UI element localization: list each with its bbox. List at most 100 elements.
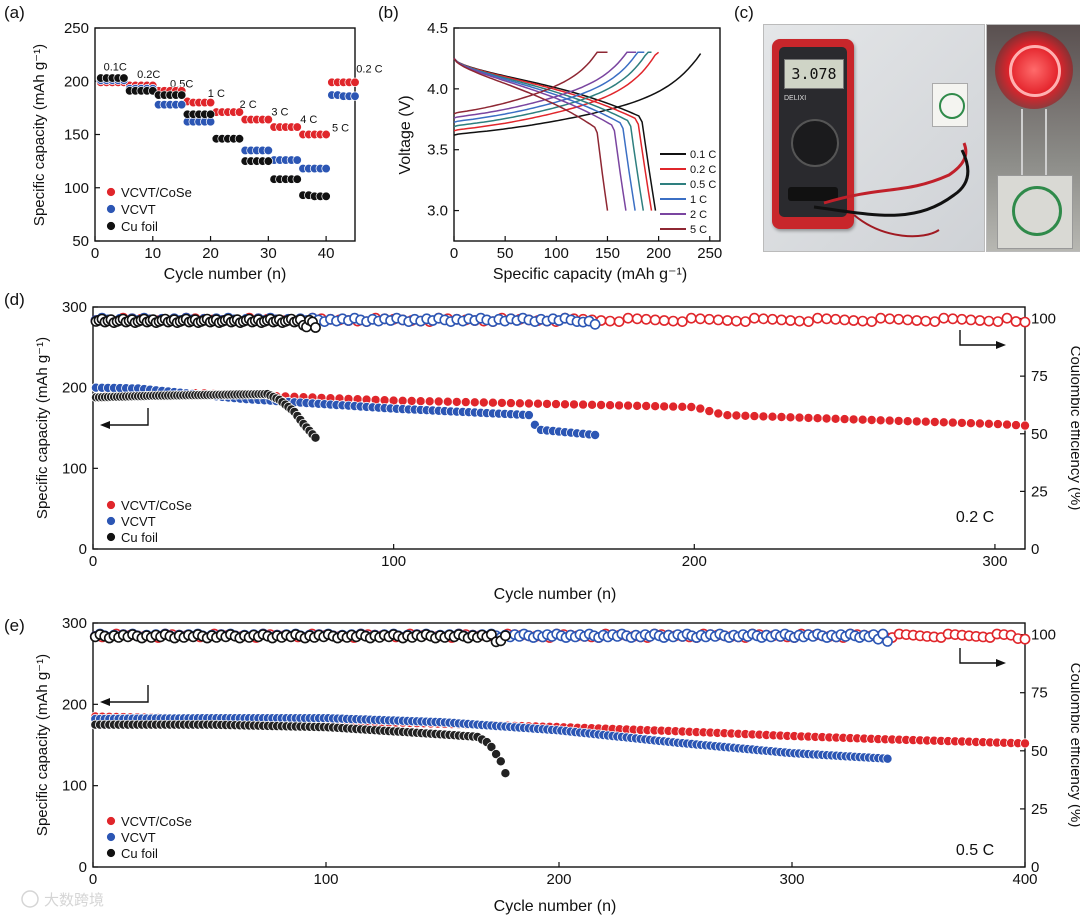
ce-point-vcvt-cose bbox=[749, 312, 760, 324]
x-tick-label: 200 bbox=[546, 871, 571, 888]
ce-point-cu-foil bbox=[310, 322, 321, 333]
panel-d-x-ticks: 0 100 200 300 bbox=[89, 544, 1007, 570]
x-tick-label: 30 bbox=[260, 245, 277, 262]
y-tick-label: 300 bbox=[62, 615, 87, 632]
legend-marker-cu-foil bbox=[106, 848, 116, 858]
right-tick-label: 100 bbox=[1031, 627, 1056, 644]
point-vcvt bbox=[350, 91, 360, 101]
probe-wire-red bbox=[823, 142, 968, 205]
ce-point-vcvt-cose bbox=[857, 315, 869, 327]
capacity-point-vcvt-cose bbox=[974, 418, 985, 429]
capacity-point-vcvt-cose bbox=[920, 416, 931, 427]
panel-e-legend: VCVT/CoSe VCVT Cu foil bbox=[106, 814, 192, 861]
capacity-point-vcvt-cose bbox=[623, 400, 634, 411]
multimeter-brand: DELIXI bbox=[784, 95, 807, 102]
rate-label: 5 C bbox=[332, 122, 349, 134]
y-tick-label: 100 bbox=[62, 460, 87, 477]
y-tick-label: 4.5 bbox=[427, 20, 448, 37]
point-vcvt-cose bbox=[205, 97, 216, 108]
right-tick-label: 50 bbox=[1031, 743, 1048, 760]
capacity-point-vcvt-cose bbox=[983, 418, 994, 429]
capacity-point-vcvt-cose bbox=[893, 415, 904, 426]
multimeter-dial bbox=[791, 119, 839, 167]
capacity-point-vcvt-cose bbox=[1002, 419, 1013, 430]
ce-point-cu-foil bbox=[499, 630, 511, 642]
capacity-point-vcvt-cose bbox=[803, 412, 814, 423]
ce-point-vcvt-cose bbox=[767, 313, 778, 325]
probe-wire-loop bbox=[853, 214, 940, 238]
legend-label-cu-foil: Cu foil bbox=[121, 846, 158, 861]
point-vcvt-cose bbox=[321, 129, 331, 140]
ce-point-vcvt-cose bbox=[974, 315, 986, 326]
capacity-point-vcvt-cose bbox=[596, 399, 607, 410]
y-tick-label: 4.0 bbox=[427, 81, 448, 98]
ce-point-vcvt-cose bbox=[902, 314, 914, 326]
x-tick-label: 0 bbox=[89, 871, 97, 888]
capacity-point-vcvt-cose bbox=[614, 400, 625, 411]
capacity-point-vcvt-cose bbox=[695, 403, 706, 414]
x-tick-label: 10 bbox=[144, 245, 161, 262]
ce-point-vcvt-cose bbox=[848, 315, 859, 326]
capacity-point-vcvt-cose bbox=[785, 412, 796, 423]
point-vcvt bbox=[263, 145, 273, 156]
y-tick-label: 0 bbox=[79, 859, 87, 876]
capacity-point-vcvt-cose bbox=[605, 400, 616, 411]
ce-point-vcvt-cose bbox=[929, 316, 941, 327]
y-tick-label: 150 bbox=[64, 127, 89, 144]
capacity-point-vcvt-cose bbox=[848, 414, 859, 425]
panel-e-left-arrowhead bbox=[100, 698, 110, 706]
ce-point-vcvt-cose bbox=[803, 316, 814, 327]
rate-label: 0.2 C bbox=[356, 64, 382, 76]
ce-point-vcvt-cose bbox=[1019, 633, 1031, 645]
ce-point-vcvt-cose bbox=[812, 312, 823, 324]
capacity-point-vcvt bbox=[882, 753, 893, 764]
capacity-point-vcvt-cose bbox=[1011, 420, 1022, 431]
legend-label-vcvt-cose: VCVT/CoSe bbox=[121, 814, 192, 829]
legend-marker-cu-foil bbox=[106, 221, 116, 231]
right-tick-label: 25 bbox=[1031, 483, 1048, 500]
capacity-point-vcvt-cose bbox=[650, 401, 661, 412]
pouch-cell-large bbox=[997, 175, 1073, 249]
point-vcvt bbox=[292, 155, 302, 165]
capacity-point-vcvt-cose bbox=[514, 398, 525, 409]
ce-point-vcvt-cose bbox=[893, 313, 905, 325]
capacity-point-cu-foil bbox=[310, 432, 321, 443]
ce-point-vcvt-cose bbox=[631, 313, 643, 325]
panel-e-y-axis-label: Specific capacity (mAh g⁻¹) bbox=[34, 654, 51, 836]
ce-point-vcvt-cose bbox=[866, 316, 878, 327]
university-logo-icon bbox=[1012, 186, 1062, 236]
panel-d-legend: VCVT/CoSe VCVT Cu foil bbox=[106, 498, 192, 545]
panel-d-right-ticks: 0 25 50 75 100 bbox=[1020, 311, 1056, 558]
x-tick-label: 100 bbox=[313, 871, 338, 888]
ce-point-vcvt-cose bbox=[911, 315, 923, 326]
probe-wires bbox=[813, 142, 970, 238]
capacity-point-vcvt-cose bbox=[397, 395, 408, 406]
legend-label-2-c: 2 C bbox=[690, 209, 707, 221]
panel-b-legend: 0.1 C 0.2 C 0.5 C 1 C 2 C 5 C bbox=[660, 149, 716, 236]
ce-point-vcvt-cose bbox=[785, 315, 796, 326]
capacity-point-vcvt-cose bbox=[947, 417, 958, 428]
capacity-point-vcvt-cose bbox=[460, 397, 471, 408]
ce-point-vcvt-cose bbox=[712, 314, 724, 326]
panel-e-x-axis-label: Cycle number (n) bbox=[494, 898, 617, 915]
point-vcvt-cose bbox=[263, 114, 273, 125]
capacity-point-vcvt-cose bbox=[794, 412, 805, 423]
x-tick-label: 40 bbox=[318, 245, 335, 262]
capacity-point-cu-foil bbox=[500, 768, 511, 779]
panel-e-x-ticks: 0 100 200 300 400 bbox=[89, 862, 1038, 888]
legend-label-vcvt-cose: VCVT/CoSe bbox=[121, 185, 192, 200]
legend-label-0-5-c: 0.5 C bbox=[690, 179, 716, 191]
panel-d-y-ticks: 0 100 200 300 bbox=[62, 299, 98, 558]
panel-e-right-ticks: 0 25 50 75 100 bbox=[1020, 627, 1056, 876]
x-tick-label: 100 bbox=[381, 553, 406, 570]
x-tick-label: 20 bbox=[202, 245, 219, 262]
capacity-point-vcvt-cose bbox=[749, 411, 760, 422]
panel-d-right-axis-label: Coulombic efficiency (%) bbox=[1067, 346, 1080, 511]
ce-point-vcvt-cose bbox=[740, 316, 751, 327]
panel-a-rate-labels: 0.1C0.2C0.5C1 C2 C3 C4 C5 C0.2 C bbox=[104, 62, 383, 135]
x-tick-label: 200 bbox=[682, 553, 707, 570]
point-cu-foil bbox=[119, 73, 129, 83]
panel-c-multimeter-photo: 3.078 DELIXI bbox=[763, 24, 985, 252]
capacity-point-vcvt-cose bbox=[578, 399, 589, 410]
panel-b-frame bbox=[453, 27, 721, 242]
